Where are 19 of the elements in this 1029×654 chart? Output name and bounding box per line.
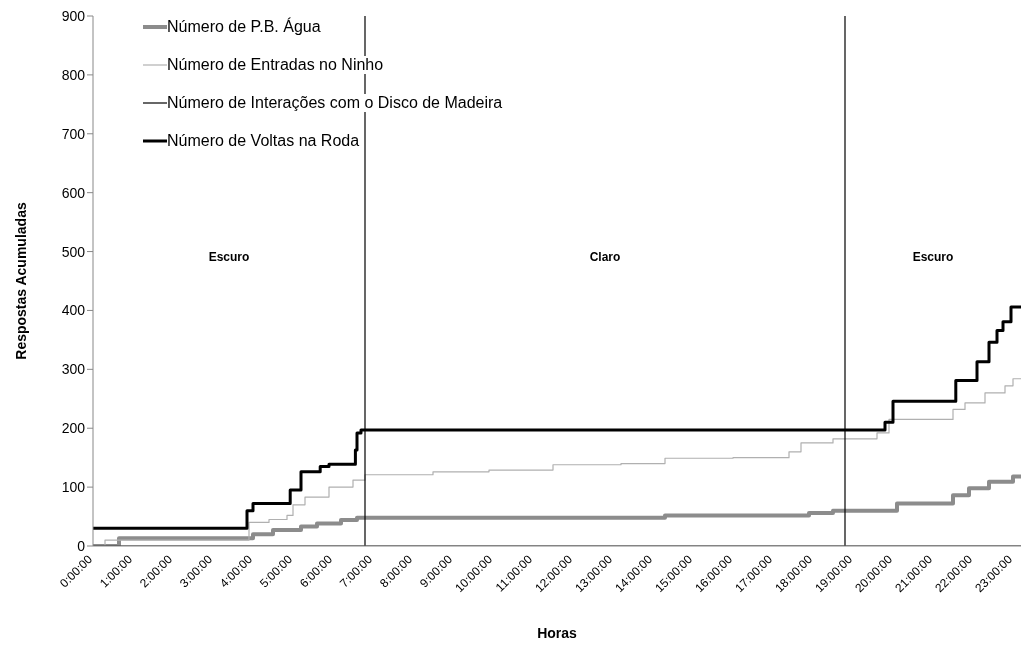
y-tick-label: 500 — [61, 243, 86, 260]
x-axis-title: Horas — [537, 625, 578, 641]
y-tick-label: 900 — [61, 7, 86, 24]
legend-label: Número de P.B. Água — [167, 18, 325, 36]
y-tick-label: 100 — [61, 479, 86, 496]
y-tick-label: 0 — [77, 537, 86, 554]
legend-label: Número de Interações com o Disco de Madeira — [167, 94, 507, 112]
y-tick-label: 600 — [61, 184, 86, 201]
annotation: Escuro — [912, 250, 954, 264]
legend-label: Número de Voltas na Roda — [167, 132, 364, 150]
y-tick-label: 300 — [61, 361, 86, 378]
y-tick-label: 700 — [61, 125, 86, 142]
y-tick-label: 800 — [61, 66, 86, 83]
annotation: Escuro — [208, 250, 250, 264]
annotation: Claro — [589, 250, 621, 264]
y-tick-label: 400 — [61, 302, 86, 319]
y-tick-label: 200 — [61, 420, 86, 437]
legend-label: Número de Entradas no Ninho — [167, 56, 388, 74]
y-axis-title: Respostas Acumuladas — [12, 202, 29, 360]
